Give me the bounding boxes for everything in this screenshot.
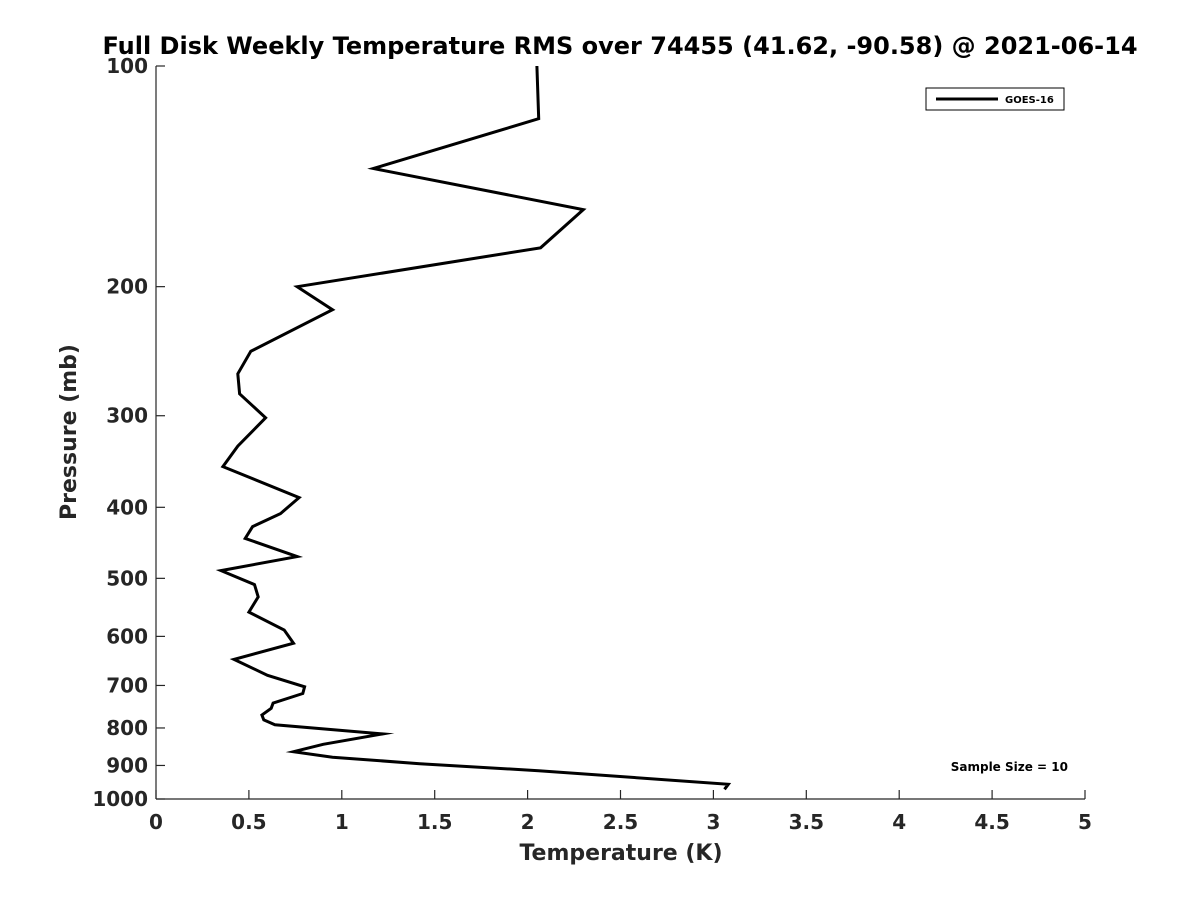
x-tick-label: 2.5	[603, 810, 638, 834]
chart-title: Full Disk Weekly Temperature RMS over 74…	[102, 32, 1137, 60]
y-tick-label: 1000	[92, 787, 148, 811]
x-tick-label: 4.5	[974, 810, 1009, 834]
sample-size-annotation: Sample Size = 10	[951, 760, 1068, 774]
y-tick-label: 500	[106, 566, 148, 590]
series-line-goes-16	[215, 65, 732, 791]
y-tick-label: 100	[106, 54, 148, 78]
x-tick-label: 1	[335, 810, 349, 834]
x-tick-label: 0	[149, 810, 163, 834]
y-tick-label: 800	[106, 716, 148, 740]
y-tick-label: 300	[106, 404, 148, 428]
y-tick-label: 200	[106, 275, 148, 299]
x-axis-label: Temperature (K)	[519, 841, 722, 866]
x-tick-label: 2	[521, 810, 535, 834]
legend: GOES-16	[925, 87, 1065, 111]
legend-label-goes-16: GOES-16	[1005, 95, 1054, 106]
y-tick-label: 700	[106, 673, 148, 697]
y-tick-label: 600	[106, 624, 148, 648]
x-tick-label: 1.5	[417, 810, 452, 834]
x-tick-label: 3	[706, 810, 720, 834]
x-tick-label: 3.5	[789, 810, 824, 834]
series-layer	[215, 65, 732, 791]
x-tick-label: 0.5	[231, 810, 266, 834]
y-tick-label: 400	[106, 495, 148, 519]
x-tick-label: 4	[892, 810, 906, 834]
axes: 0 0.5 1 1.5 2 2.5 3 3.5 4 4.5 5 100 200 300 400 500 600 7…	[92, 54, 1092, 834]
x-tick-label: 5	[1078, 810, 1092, 834]
y-tick-label: 900	[106, 753, 148, 777]
y-axis-label: Pressure (mb)	[57, 344, 82, 520]
